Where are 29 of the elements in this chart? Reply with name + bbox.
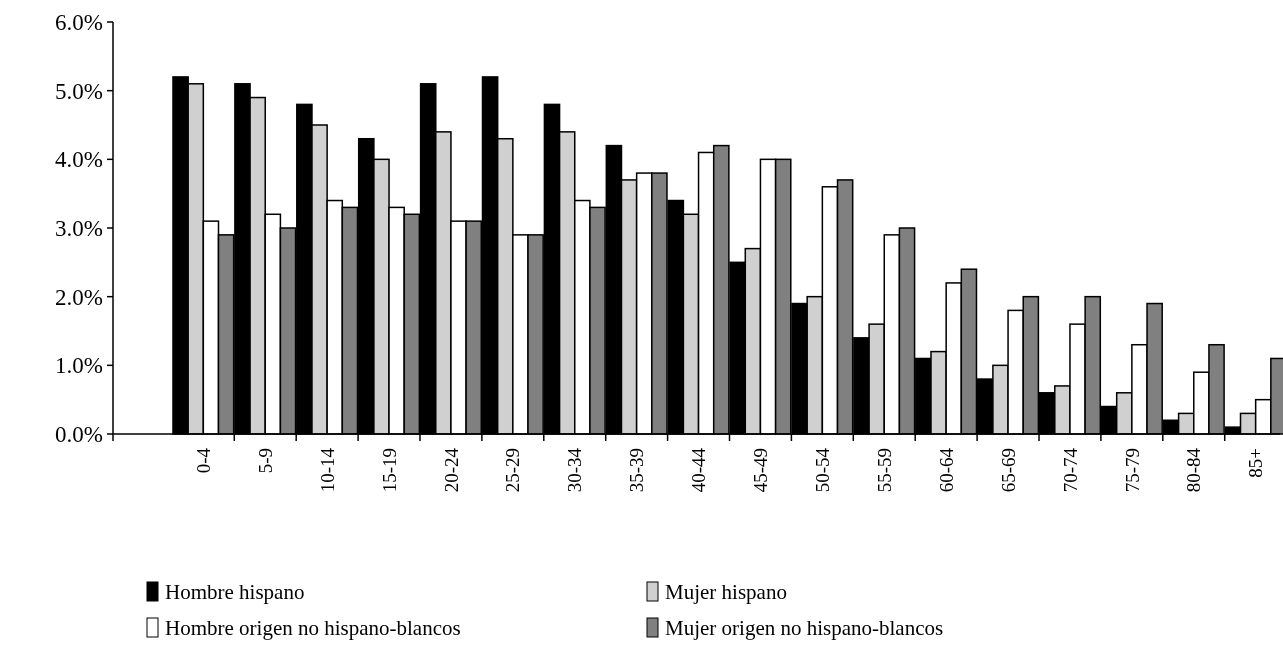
y-tick-label: 2.0% <box>55 284 103 310</box>
x-tick-label: 60-64 <box>935 447 957 493</box>
legend-label: Mujer origen no hispano-blancos <box>665 616 944 641</box>
y-tick-label: 1.0% <box>55 353 103 379</box>
x-tick-label: 55-59 <box>873 448 895 493</box>
legend-label: Hombre origen no hispano-blancos <box>165 616 461 641</box>
legend-label: Mujer hispano <box>665 580 787 605</box>
x-tick-label: 30-34 <box>564 447 586 493</box>
y-tick-label: 5.0% <box>55 78 103 104</box>
x-tick-label: 25-29 <box>502 448 524 493</box>
x-tick-label: 10-14 <box>316 447 338 493</box>
x-tick-label: 35-39 <box>626 448 648 493</box>
x-tick-label: 85+ <box>1245 448 1267 478</box>
x-tick-label: 5-9 <box>254 448 276 474</box>
x-tick-label: 20-24 <box>440 447 462 493</box>
x-tick-label: 0-4 <box>192 447 214 474</box>
y-tick-label: 0.0% <box>55 422 103 448</box>
x-tick-label: 75-79 <box>1121 448 1143 493</box>
y-tick-label: 3.0% <box>55 216 103 242</box>
x-tick-label: 15-19 <box>378 448 400 493</box>
y-tick-label: 4.0% <box>55 147 103 173</box>
x-tick-label: 45-49 <box>750 448 772 493</box>
x-tick-label: 70-74 <box>1059 447 1081 493</box>
x-tick-label: 80-84 <box>1183 447 1205 493</box>
legend-label: Hombre hispano <box>165 580 305 605</box>
y-tick-label: 6.0% <box>55 10 103 36</box>
x-tick-label: 65-69 <box>997 448 1019 493</box>
x-tick-label: 40-44 <box>688 447 710 493</box>
x-tick-label: 50-54 <box>812 447 833 493</box>
